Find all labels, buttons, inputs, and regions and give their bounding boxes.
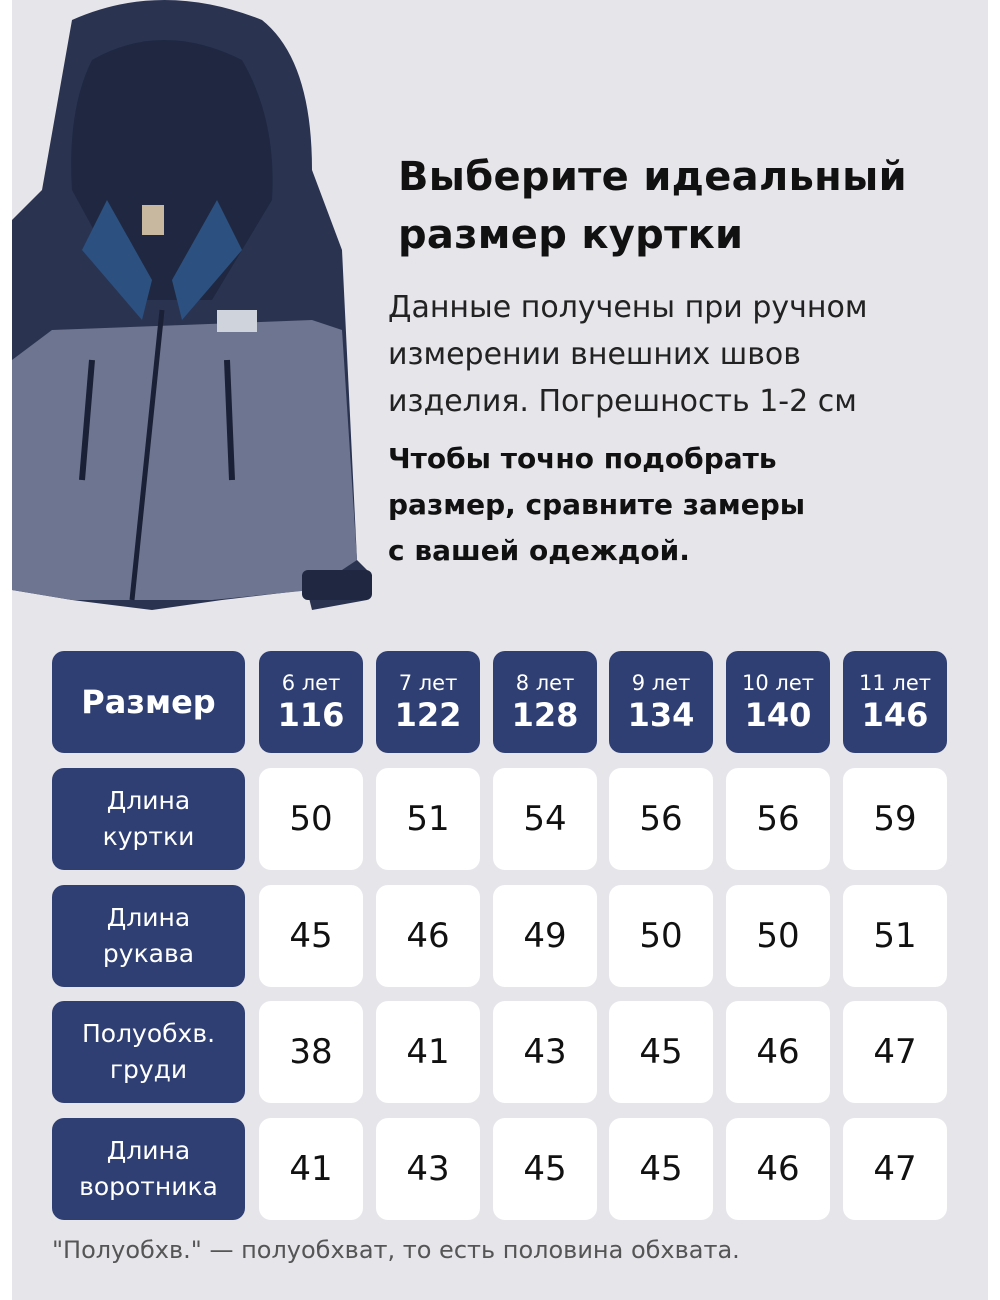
age-label: 11 лет	[859, 671, 931, 695]
size-value: 134	[627, 696, 695, 734]
measurement-value: 56	[756, 799, 800, 839]
description: Данные получены при ручном измерении вне…	[388, 284, 948, 425]
size-header-cell: 11 лет 146	[843, 651, 947, 753]
measurement-value: 41	[289, 1149, 333, 1189]
row-label-cell: Длина куртки	[52, 768, 245, 870]
jacket-image	[12, 0, 372, 610]
measurement-cell: 51	[376, 768, 480, 870]
measurement-cell: 50	[259, 768, 363, 870]
measurement-cell: 50	[609, 885, 713, 987]
measurement-value: 47	[873, 1032, 917, 1072]
size-header-cell: 8 лет 128	[493, 651, 597, 753]
measurement-value: 50	[639, 916, 683, 956]
measurement-value: 47	[873, 1149, 917, 1189]
measurement-cell: 50	[726, 885, 830, 987]
measurement-value: 38	[289, 1032, 333, 1072]
size-value: 140	[744, 696, 812, 734]
measurement-value: 45	[289, 916, 333, 956]
size-header-cell: 10 лет 140	[726, 651, 830, 753]
row-label-cell: Длина рукава	[52, 885, 245, 987]
advice-text: Чтобы точно подобрать размер, сравните з…	[388, 436, 948, 574]
measurement-value: 54	[523, 799, 567, 839]
measurement-cell: 51	[843, 885, 947, 987]
age-label: 8 лет	[515, 671, 575, 695]
size-header-cell: 7 лет 122	[376, 651, 480, 753]
measurement-cell: 43	[493, 1001, 597, 1103]
measurement-cell: 46	[376, 885, 480, 987]
measurement-cell: 38	[259, 1001, 363, 1103]
measurement-cell: 45	[609, 1118, 713, 1220]
measurement-cell: 49	[493, 885, 597, 987]
page-title: Выберите идеальный размер куртки	[398, 148, 907, 264]
row-label-line: Длина	[106, 1136, 191, 1165]
age-label: 7 лет	[398, 671, 458, 695]
row-label-line: рукава	[102, 939, 195, 968]
description-line: Данные получены при ручном	[388, 290, 868, 325]
measurement-value: 45	[639, 1032, 683, 1072]
measurement-cell: 46	[726, 1118, 830, 1220]
measurement-cell: 45	[493, 1118, 597, 1220]
measurement-value: 45	[523, 1149, 567, 1189]
size-value: 116	[277, 696, 345, 734]
header-label: Размер	[81, 683, 216, 721]
footnote: "Полуобхв." — полуобхват, то есть полови…	[52, 1236, 740, 1264]
row-label-line: груди	[109, 1055, 188, 1084]
measurement-value: 51	[873, 916, 917, 956]
size-value: 128	[511, 696, 579, 734]
measurement-value: 50	[756, 916, 800, 956]
measurement-value: 46	[756, 1149, 800, 1189]
description-line: измерении внешних швов	[388, 337, 801, 372]
measurement-cell: 45	[609, 1001, 713, 1103]
age-label: 10 лет	[742, 671, 814, 695]
row-label-line: Длина	[106, 786, 191, 815]
size-header-cell: 6 лет 116	[259, 651, 363, 753]
measurement-value: 43	[406, 1149, 450, 1189]
header-label-cell: Размер	[52, 651, 245, 753]
size-value: 122	[394, 696, 462, 734]
measurement-cell: 54	[493, 768, 597, 870]
measurement-cell: 41	[259, 1118, 363, 1220]
measurement-value: 50	[289, 799, 333, 839]
measurement-value: 59	[873, 799, 917, 839]
description-line: изделия. Погрешность 1-2 см	[388, 384, 857, 419]
age-label: 6 лет	[281, 671, 341, 695]
size-value: 146	[861, 696, 929, 734]
measurement-value: 46	[406, 916, 450, 956]
age-label: 9 лет	[631, 671, 691, 695]
row-label-cell: Полуобхв. груди	[52, 1001, 245, 1103]
size-header-cell: 9 лет 134	[609, 651, 713, 753]
title-line: размер куртки	[398, 212, 744, 258]
row-label-cell: Длина воротника	[52, 1118, 245, 1220]
measurement-value: 45	[639, 1149, 683, 1189]
measurement-value: 49	[523, 916, 567, 956]
row-label-line: куртки	[102, 822, 195, 851]
advice-line: размер, сравните замеры	[388, 488, 806, 521]
measurement-cell: 43	[376, 1118, 480, 1220]
advice-line: с вашей одеждой.	[388, 534, 690, 567]
measurement-cell: 45	[259, 885, 363, 987]
measurement-value: 56	[639, 799, 683, 839]
title-line: Выберите идеальный	[398, 154, 907, 200]
measurement-cell: 46	[726, 1001, 830, 1103]
measurement-cell: 47	[843, 1001, 947, 1103]
advice-line: Чтобы точно подобрать	[388, 442, 777, 475]
row-label-line: Полуобхв.	[81, 1019, 216, 1048]
row-label-line: воротника	[79, 1172, 218, 1201]
measurement-value: 46	[756, 1032, 800, 1072]
measurement-cell: 59	[843, 768, 947, 870]
measurement-value: 41	[406, 1032, 450, 1072]
row-label-line: Длина	[106, 903, 191, 932]
measurement-cell: 41	[376, 1001, 480, 1103]
measurement-cell: 56	[609, 768, 713, 870]
measurement-value: 51	[406, 799, 450, 839]
measurement-cell: 56	[726, 768, 830, 870]
measurement-cell: 47	[843, 1118, 947, 1220]
measurement-value: 43	[523, 1032, 567, 1072]
